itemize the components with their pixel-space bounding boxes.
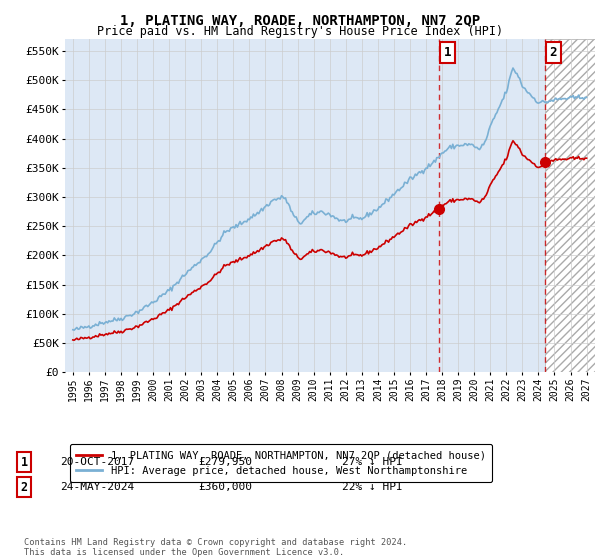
Text: 24-MAY-2024: 24-MAY-2024 [60, 482, 134, 492]
Text: 22% ↓ HPI: 22% ↓ HPI [342, 482, 403, 492]
Text: £279,950: £279,950 [198, 457, 252, 467]
Text: 1: 1 [20, 455, 28, 469]
Legend: 1, PLATING WAY, ROADE, NORTHAMPTON, NN7 2QP (detached house), HPI: Average price: 1, PLATING WAY, ROADE, NORTHAMPTON, NN7 … [70, 444, 492, 482]
Text: 1, PLATING WAY, ROADE, NORTHAMPTON, NN7 2QP: 1, PLATING WAY, ROADE, NORTHAMPTON, NN7 … [120, 14, 480, 28]
Text: 20-OCT-2017: 20-OCT-2017 [60, 457, 134, 467]
Text: Contains HM Land Registry data © Crown copyright and database right 2024.
This d: Contains HM Land Registry data © Crown c… [24, 538, 407, 557]
Text: 27% ↓ HPI: 27% ↓ HPI [342, 457, 403, 467]
Bar [545, 39, 595, 372]
Text: £360,000: £360,000 [198, 482, 252, 492]
Bar [545, 39, 595, 372]
Text: 1: 1 [443, 46, 451, 59]
Text: 2: 2 [550, 46, 557, 59]
Text: Price paid vs. HM Land Registry's House Price Index (HPI): Price paid vs. HM Land Registry's House … [97, 25, 503, 38]
Text: 2: 2 [20, 480, 28, 494]
